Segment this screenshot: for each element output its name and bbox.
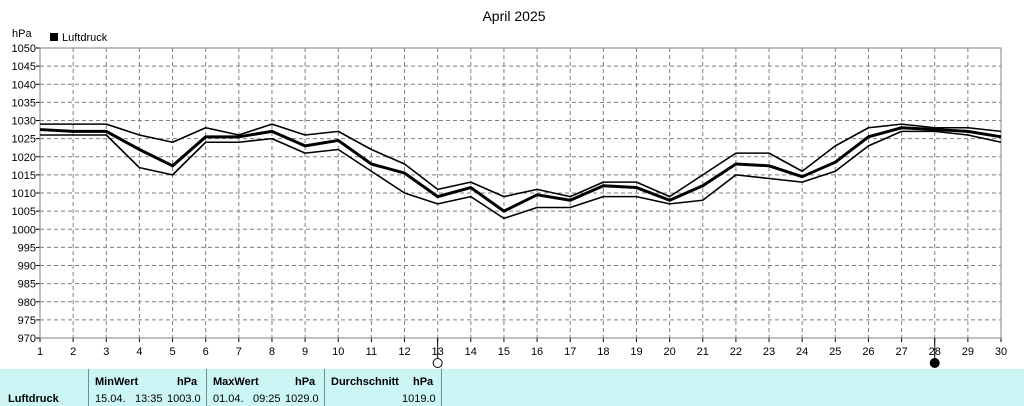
x-tick-label: 26 xyxy=(862,346,874,358)
average-unit: hPa xyxy=(413,376,434,388)
y-tick-label: 995 xyxy=(18,242,36,254)
y-tick-label: 1040 xyxy=(12,79,36,91)
y-tick-label: 1010 xyxy=(12,188,36,200)
y-tick-label: 1050 xyxy=(12,43,36,55)
x-tick-label: 4 xyxy=(136,346,142,358)
x-tick-label: 21 xyxy=(697,346,709,358)
average-cell: Durchschnitt hPa 1019.0 xyxy=(324,369,442,406)
max-time: 09:25 xyxy=(253,393,281,405)
x-tick-label: 22 xyxy=(730,346,742,358)
full-moon-icon xyxy=(432,358,443,368)
x-tick-label: 2 xyxy=(70,346,76,358)
y-tick-label: 1005 xyxy=(12,206,36,218)
legend-label: Luftdruck xyxy=(62,32,108,44)
x-tick-label: 27 xyxy=(895,346,907,358)
summary-panel: Luftdruck MinWert hPa 15.04. 13:35 1003.… xyxy=(0,369,1024,406)
y-axis-ticks: 970 975 980 985 990 995 1000 1005 1010 1015 1020 10… xyxy=(12,43,40,345)
x-tick-label: 8 xyxy=(269,346,275,358)
y-tick-label: 1045 xyxy=(12,61,36,73)
y-tick-label: 1025 xyxy=(12,134,36,146)
x-tick-label: 7 xyxy=(236,346,242,358)
x-axis-ticks: 1 2 3 4 5 6 7 8 9 10 11 12 13 14 15 16 17 18 19 20 21 22 23 24 2… xyxy=(37,338,1007,358)
y-tick-label: 985 xyxy=(18,279,36,291)
average-header: Durchschnitt xyxy=(331,376,399,388)
chart-title: April 2025 xyxy=(482,8,545,24)
x-tick-label: 16 xyxy=(531,346,543,358)
x-tick-label: 1 xyxy=(37,346,43,358)
pressure-chart: April 2025 hPa Luftdruck 970975980985990… xyxy=(12,8,1007,368)
x-tick-label: 18 xyxy=(597,346,609,358)
y-tick-label: 1020 xyxy=(12,152,36,164)
series-line-max xyxy=(40,123,1002,198)
y-tick-label: 1000 xyxy=(12,224,36,236)
average-value: 1019.0 xyxy=(402,393,436,405)
x-tick-label: 6 xyxy=(203,346,209,358)
x-tick-label: 5 xyxy=(169,346,175,358)
min-value-cell: MinWert hPa 15.04. 13:35 1003.0 xyxy=(88,369,206,406)
max-value-cell: MaxWert hPa 01.04. 09:25 1029.0 xyxy=(206,369,324,406)
x-tick-label: 25 xyxy=(829,346,841,358)
max-unit: hPa xyxy=(295,376,316,388)
max-value: 1029.0 xyxy=(285,393,319,405)
x-tick-label: 20 xyxy=(663,346,675,358)
series-line-min xyxy=(40,130,1002,220)
x-tick-label: 11 xyxy=(366,346,377,358)
min-time: 13:35 xyxy=(135,393,163,405)
x-tick-label: 14 xyxy=(465,346,477,358)
max-header: MaxWert xyxy=(213,376,259,388)
series-lines xyxy=(39,123,1002,220)
moon-phase-markers xyxy=(432,338,940,368)
x-tick-label: 15 xyxy=(498,346,510,358)
x-tick-label: 19 xyxy=(630,346,642,358)
summary-row-label: Luftdruck xyxy=(8,393,59,405)
y-tick-label: 1035 xyxy=(12,97,36,109)
y-tick-label: 975 xyxy=(18,315,36,327)
x-tick-label: 3 xyxy=(103,346,109,358)
min-header: MinWert xyxy=(95,376,139,388)
y-tick-label: 990 xyxy=(18,261,36,273)
x-tick-label: 23 xyxy=(763,346,775,358)
x-tick-label: 12 xyxy=(398,346,410,358)
x-tick-label: 24 xyxy=(796,346,808,358)
legend-swatch xyxy=(50,33,58,41)
y-tick-label: 1030 xyxy=(12,116,36,128)
x-tick-label: 9 xyxy=(302,346,308,358)
x-tick-label: 10 xyxy=(332,346,344,358)
y-tick-label: 970 xyxy=(18,333,36,345)
y-tick-label: 980 xyxy=(18,297,36,309)
series-line-avg xyxy=(39,126,1002,213)
x-tick-label: 29 xyxy=(962,346,974,358)
plot-frame xyxy=(39,47,1002,339)
min-value: 1003.0 xyxy=(167,393,201,405)
new-moon-icon xyxy=(929,358,940,368)
x-tick-label: 30 xyxy=(995,346,1007,358)
x-tick-label: 17 xyxy=(564,346,576,358)
grid xyxy=(40,48,1001,338)
y-tick-label: 1015 xyxy=(12,170,36,182)
min-unit: hPa xyxy=(177,376,198,388)
y-axis-unit-label: hPa xyxy=(12,28,32,40)
max-date: 01.04. xyxy=(213,393,244,405)
min-date: 15.04. xyxy=(95,393,126,405)
